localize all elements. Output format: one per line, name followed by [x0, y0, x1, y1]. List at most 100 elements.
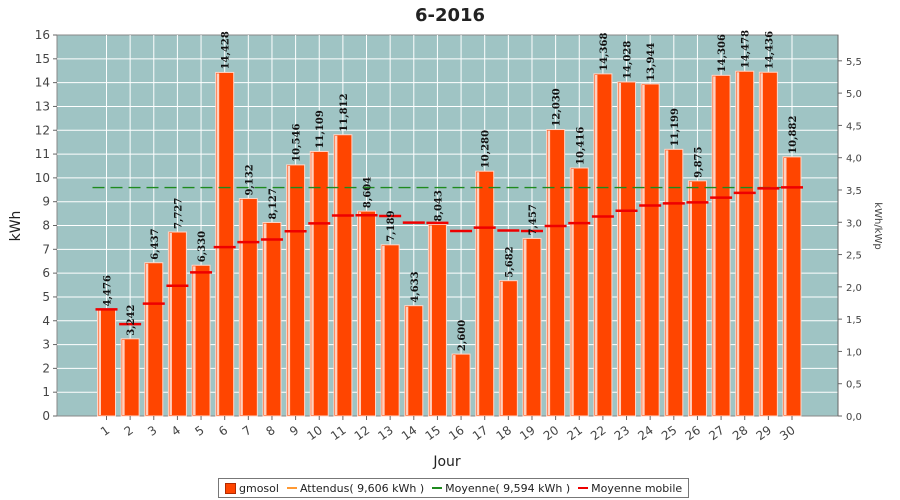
bar-highlight: [98, 310, 101, 415]
data-label: 10,546: [292, 124, 303, 162]
bar-highlight: [594, 74, 598, 415]
data-label: 13,944: [646, 43, 657, 81]
x-tick-label: 2: [122, 423, 136, 439]
x-tick-label: 1: [98, 423, 112, 439]
x-tick-label: 18: [494, 423, 515, 443]
y2-tick-label: 1,5: [846, 315, 862, 326]
legend-label-moyenne: Moyenne( 9,594 kWh ): [445, 481, 571, 495]
data-label: 3,242: [126, 304, 137, 335]
y2-tick-label: 5,0: [846, 89, 862, 100]
x-tick-label: 12: [352, 423, 373, 443]
y-tick-label: 7: [42, 242, 50, 256]
y-tick-label: 8: [42, 219, 50, 233]
data-label: 10,416: [575, 127, 586, 165]
data-label: 5,682: [504, 246, 515, 277]
y-tick-label: 4: [42, 314, 50, 328]
legend-item-moyenne: Moyenne( 9,594 kWh ): [432, 482, 570, 495]
x-tick-label: 3: [145, 423, 159, 439]
y-tick-label: 9: [42, 195, 50, 209]
x-tick-label: 10: [304, 423, 325, 443]
x-tick-label: 14: [399, 423, 420, 443]
bar-highlight: [193, 266, 196, 415]
y2-tick-label: 1,0: [846, 347, 862, 358]
bar-highlight: [689, 181, 692, 415]
legend-label-gmosol: gmosol: [239, 481, 279, 495]
bar-highlight: [760, 73, 763, 416]
x-tick-label: 26: [683, 423, 704, 443]
x-tick-label: 5: [192, 423, 206, 439]
legend-item-moyenne-mobile: Moyenne mobile: [578, 482, 682, 495]
bar-highlight: [122, 339, 125, 415]
legend-swatch-attendus: [286, 487, 297, 489]
x-tick-label: 19: [517, 423, 538, 443]
data-label: 14,368: [599, 33, 610, 71]
x-tick-label: 8: [263, 423, 277, 439]
y2-tick-label: 2,5: [846, 251, 862, 262]
data-label: 12,030: [552, 88, 563, 126]
data-label: 14,306: [717, 34, 728, 72]
y2-tick-label: 0,5: [846, 380, 862, 391]
y2-axis: 0,0 0,5 1,0 1,5 2,0 2,5 3,0 3,5 4,0 4,5 5,0 5,5: [837, 35, 862, 423]
x-tick-label: 21: [564, 423, 585, 443]
y2-tick-label: 4,0: [846, 154, 862, 165]
x-tick-label: 23: [612, 423, 633, 443]
legend-item-attendus: Attendus( 9,606 kWh ): [286, 482, 424, 495]
legend-swatch-moyenne-mobile: [578, 487, 589, 489]
y-tick-label: 10: [35, 171, 50, 185]
y2-axis-title: kWh/kWp: [872, 202, 883, 249]
data-label: 14,478: [741, 30, 752, 68]
bar-highlight: [287, 165, 291, 415]
x-tick-label: 4: [169, 423, 183, 439]
bar-highlight: [713, 76, 716, 415]
x-tick-label: 11: [328, 423, 349, 443]
bar-highlight: [240, 199, 243, 415]
x-tick-label: 6: [216, 423, 230, 439]
data-label: 14,028: [623, 41, 634, 79]
y2-tick-label: 3,0: [846, 218, 862, 229]
data-labels: 4,476 3,242 6,437 7,727 6,330 14,428 9,132 8,12…: [103, 30, 800, 351]
bar-highlight: [405, 306, 409, 415]
y-tick-label: 11: [35, 147, 50, 161]
y-tick-label: 16: [35, 28, 50, 42]
y-tick-label: 5: [42, 290, 50, 304]
x-tick-label: 22: [588, 423, 609, 443]
y-tick-label: 12: [35, 123, 50, 137]
data-label: 4,476: [103, 275, 114, 306]
bar-highlight: [453, 355, 456, 415]
data-label: 14,436: [764, 31, 775, 69]
data-label: 14,428: [221, 31, 232, 69]
bar-highlight: [334, 135, 338, 415]
x-tick-label: 16: [446, 423, 467, 443]
x-tick-label: 17: [470, 423, 491, 443]
data-label: 8,043: [433, 190, 444, 221]
legend: gmosol Attendus( 9,606 kWh ) Moyenne( 9,…: [218, 478, 690, 498]
data-label: 11,199: [670, 108, 681, 146]
x-tick-label: 30: [777, 423, 798, 443]
bar-highlight: [429, 225, 432, 415]
x-tick-label: 24: [635, 423, 656, 443]
y2-tick-label: 3,5: [846, 186, 862, 197]
x-tick-label: 28: [730, 423, 751, 443]
data-label: 6,437: [150, 228, 161, 259]
y-tick-label: 6: [42, 266, 50, 280]
data-label: 9,132: [244, 164, 255, 195]
y-tick-label: 15: [35, 52, 50, 66]
y-tick-label: 3: [42, 338, 50, 352]
bar-highlight: [311, 152, 314, 416]
y-axis-title: kWh: [8, 211, 24, 242]
y2-tick-label: 0,0: [846, 412, 862, 423]
y2-tick-label: 4,5: [846, 121, 862, 132]
x-tick-label: 29: [754, 423, 775, 443]
y2-tick-label: 2,0: [846, 283, 862, 294]
bar-highlight: [736, 72, 740, 416]
bar-highlight: [665, 150, 669, 416]
data-label: 10,882: [788, 116, 799, 154]
data-label: 7,727: [173, 198, 184, 229]
data-label: 7,189: [386, 210, 397, 241]
data-label: 8,604: [363, 177, 374, 208]
bar-highlight: [145, 263, 149, 415]
bar-highlight: [216, 73, 220, 415]
bar-highlight: [500, 281, 503, 415]
